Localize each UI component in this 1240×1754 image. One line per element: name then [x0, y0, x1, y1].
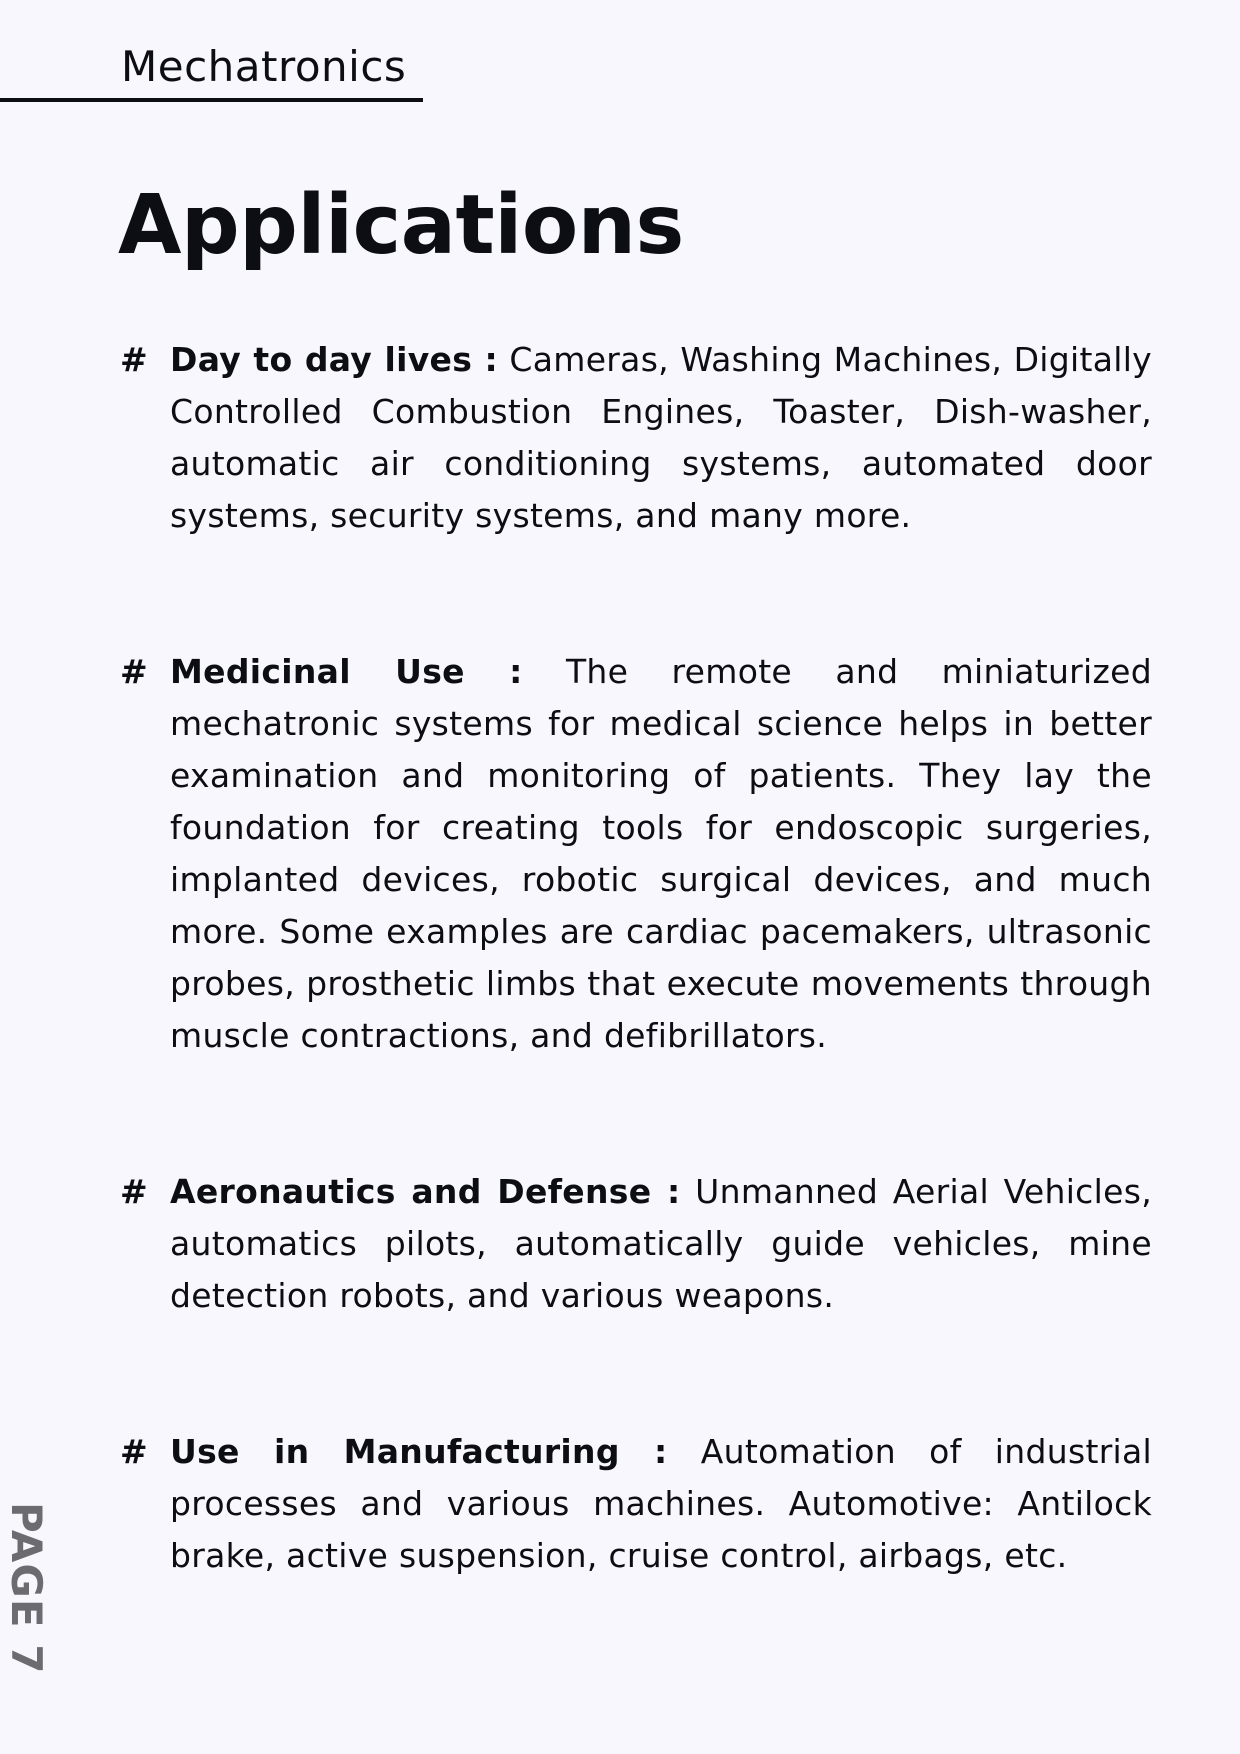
- header-title: Mechatronics: [121, 42, 407, 91]
- hash-bullet-icon: #: [120, 1172, 148, 1211]
- section-paragraph: Medicinal Use : The remote and miniaturi…: [170, 646, 1152, 1062]
- page-number-label: PAGE 7: [2, 1502, 51, 1675]
- section-body: Unmanned Aerial Vehicles, automatics pil…: [170, 1172, 1152, 1315]
- hash-bullet-icon: #: [120, 1432, 148, 1471]
- section-medicinal-use: # Medicinal Use : The remote and miniatu…: [120, 646, 1152, 1062]
- section-heading: Day to day lives :: [170, 340, 499, 379]
- section-paragraph: Day to day lives : Cameras, Washing Mach…: [170, 334, 1152, 542]
- section-manufacturing: # Use in Manufacturing : Automation of i…: [120, 1426, 1152, 1582]
- section-aeronautics-defense: # Aeronautics and Defense : Unmanned Aer…: [120, 1166, 1152, 1322]
- hash-bullet-icon: #: [120, 340, 148, 379]
- section-heading: Use in Manufacturing :: [170, 1432, 668, 1471]
- hash-bullet-icon: #: [120, 652, 148, 691]
- section-body: Automation of industrial processes and v…: [170, 1432, 1153, 1575]
- section-heading: Aeronautics and Defense :: [170, 1172, 681, 1211]
- header-underline: [0, 98, 423, 102]
- section-day-to-day: # Day to day lives : Cameras, Washing Ma…: [120, 334, 1152, 542]
- section-body: The remote and miniaturized mechatronic …: [170, 652, 1152, 1055]
- section-heading: Medicinal Use :: [170, 652, 523, 691]
- section-body: Cameras, Washing Machines, Digitally Con…: [170, 340, 1152, 535]
- page-header: Mechatronics: [0, 38, 423, 102]
- section-paragraph: Aeronautics and Defense : Unmanned Aeria…: [170, 1166, 1152, 1322]
- section-paragraph: Use in Manufacturing : Automation of ind…: [170, 1426, 1152, 1582]
- page-title: Applications: [118, 178, 684, 273]
